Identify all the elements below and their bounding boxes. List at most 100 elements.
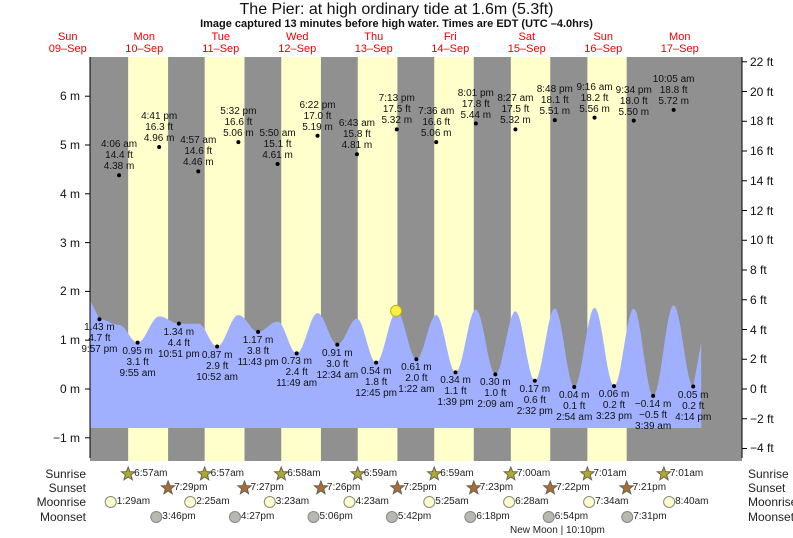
tide-m: 0.05 m	[677, 389, 709, 401]
low-tide-point	[453, 370, 458, 375]
tide-ft: −0.5 ft	[639, 409, 668, 421]
tide-m: 4.81 m	[341, 140, 373, 152]
bottom-daylight	[357, 458, 398, 461]
low-tide-point	[572, 385, 577, 390]
tide-m: 5.56 m	[579, 103, 610, 115]
tide-m: 0.34 m	[440, 375, 471, 387]
tide-time: 4:57 am	[180, 135, 217, 147]
low-tide-label: 0.05 m 0.2 ft 4:14 pm	[663, 390, 723, 423]
sunrise-icon	[196, 465, 213, 481]
tide-m: 5.51 m	[539, 106, 571, 118]
current-tide-marker	[390, 304, 403, 317]
sunset-time: 7:22pm	[556, 482, 590, 493]
low-tide-label: 0.73 m 2.4 ft 11:49 am	[267, 356, 327, 389]
high-tide-label: 6:22 pm 17.0 ft 5.19 m	[288, 100, 348, 133]
tide-time: 12:45 pm	[355, 387, 397, 399]
moonset-time: 3:46pm	[162, 511, 196, 522]
high-tide-label: 9:34 pm 18.0 ft 5.50 m	[604, 85, 664, 118]
row-label-moonset: Moonset	[39, 510, 86, 524]
moonrise-icon	[663, 496, 676, 508]
y-tick-label-m: 4 m	[59, 186, 80, 201]
day-date: 14–Sep	[431, 43, 470, 55]
y-tick-label-ft: 0 ft	[750, 382, 767, 396]
high-tide-label: 8:01 pm 17.8 ft 5.44 m	[446, 88, 506, 121]
row-label-right-sunrise: Sunrise	[748, 467, 789, 481]
high-tide-label: 4:57 am 14.6 ft 4.46 m	[168, 135, 228, 168]
tide-time: 5:50 am	[259, 128, 296, 140]
tide-time: 8:27 am	[497, 93, 534, 105]
low-tide-label: 0.95 m 3.1 ft 9:55 am	[108, 346, 168, 379]
high-tide-label: 7:36 am 16.6 ft 5.06 m	[406, 106, 466, 139]
tide-ft: 0.2 ft	[682, 400, 705, 412]
high-tide-point	[631, 118, 636, 123]
sunrise-time: 7:01am	[669, 468, 704, 479]
bottom-daylight	[281, 458, 321, 461]
tide-m: 4.96 m	[143, 132, 175, 144]
tide-m: 5.32 m	[500, 115, 531, 127]
tide-time: 4:14 pm	[675, 411, 712, 423]
tide-ft: 3.1 ft	[126, 356, 149, 368]
low-tide-label: −0.14 m −0.5 ft 3:39 am	[623, 399, 683, 432]
tide-m: 0.95 m	[122, 345, 153, 357]
tide-m: 5.19 m	[302, 121, 333, 133]
y-tick-label-ft: 2 ft	[750, 352, 767, 367]
sunrise-icon	[349, 465, 366, 481]
low-tide-point	[215, 344, 220, 349]
chart-subtitle: Image captured 13 minutes before high wa…	[200, 18, 593, 30]
moonrise-icon	[423, 496, 436, 508]
high-tide-label: 8:48 pm 18.1 ft 5.51 m	[525, 84, 585, 117]
sunrise-time: 6:59am	[440, 468, 474, 479]
y-tick-label-ft: 18 ft	[750, 114, 774, 129]
tide-time: 3:23 pm	[595, 411, 633, 423]
sunrise-time: 7:01am	[593, 468, 627, 479]
sunset-time: 7:21pm	[632, 482, 667, 493]
sunset-icon	[160, 479, 177, 495]
tide-ft: 2.4 ft	[285, 367, 308, 379]
sunset-icon	[312, 479, 329, 495]
tide-ft: 16.3 ft	[145, 121, 174, 133]
day-date: 17–Sep	[660, 43, 699, 55]
low-tide-label: 1.17 m 3.8 ft 11:43 pm	[228, 335, 288, 368]
sunrise-icon	[426, 465, 443, 481]
sunset-time: 7:27pm	[250, 482, 284, 493]
sunset-icon	[618, 479, 635, 495]
high-tide-label: 10:05 am 18.8 ft 5.72 m	[644, 74, 704, 107]
high-tide-label: 5:50 am 15.1 ft 4.61 m	[248, 128, 308, 161]
tide-m: 5.44 m	[460, 109, 492, 121]
tide-ft: 0.1 ft	[563, 401, 586, 413]
day-date: 09–Sep	[48, 43, 87, 55]
tide-m: 0.87 m	[201, 349, 233, 361]
tide-time: 11:43 pm	[237, 356, 279, 368]
moonset-icon	[464, 511, 477, 523]
high-tide-point	[552, 118, 557, 123]
tide-m: 0.04 m	[558, 390, 590, 402]
tide-m: 4.38 m	[103, 161, 135, 173]
high-tide-point	[157, 144, 162, 149]
tide-time: 10:51 pm	[157, 348, 200, 360]
bottom-daylight	[204, 458, 245, 461]
high-tide-point	[592, 115, 597, 120]
low-tide-label: 0.04 m 0.1 ft 2:54 am	[544, 390, 604, 423]
moonrise-icon	[503, 496, 516, 508]
bottom-daylight	[510, 458, 551, 461]
moonset-icon	[228, 511, 241, 523]
day-of-week: Tue	[211, 31, 231, 43]
high-tide-label: 4:06 am 14.4 ft 4.38 m	[89, 139, 149, 172]
y-tick-label-ft: −2 ft	[750, 411, 774, 426]
bottom-daylight	[128, 458, 169, 461]
low-tide-label: 0.54 m 1.8 ft 12:45 pm	[346, 366, 406, 399]
sunset-icon	[465, 479, 482, 495]
tide-m: 1.43 m	[84, 322, 115, 334]
moonrise-time: 4:23am	[355, 496, 389, 507]
tide-m: −0.14 m	[634, 398, 672, 410]
tide-ft: 0.6 ft	[523, 394, 546, 406]
tide-time: 7:36 am	[418, 106, 455, 118]
tide-m: 0.54 m	[360, 365, 392, 377]
tide-m: 5.50 m	[618, 106, 650, 118]
row-label-sunrise: Sunrise	[45, 467, 86, 481]
tide-ft: 16.6 ft	[224, 117, 253, 129]
day-of-week: Sun	[57, 31, 78, 43]
day-of-week: Thu	[364, 31, 384, 43]
low-tide-point	[374, 360, 379, 365]
